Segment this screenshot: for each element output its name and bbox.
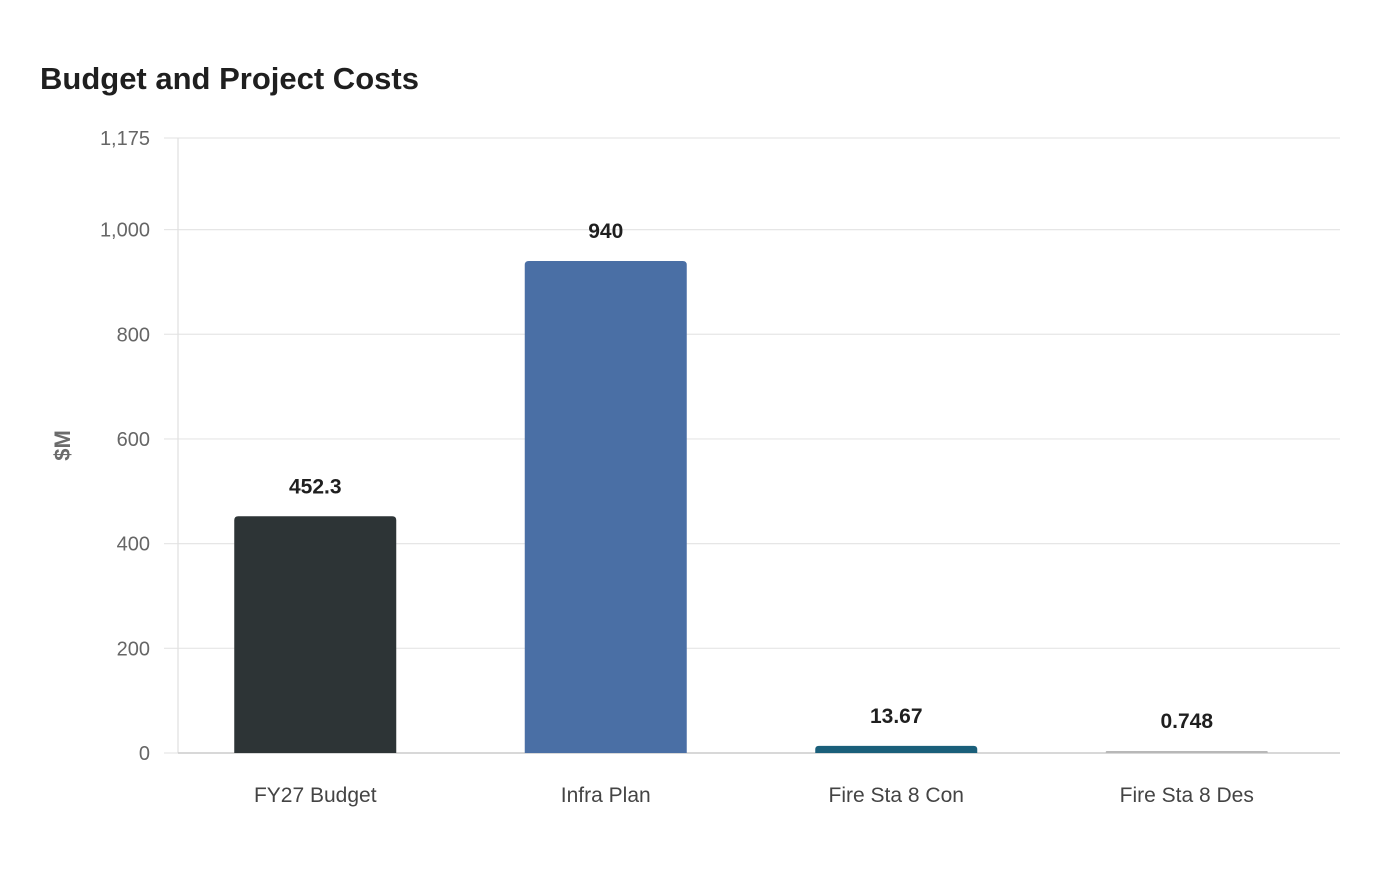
bars	[234, 261, 1268, 753]
chart-title: Budget and Project Costs	[40, 61, 419, 96]
bar-fy27-budget[interactable]	[234, 516, 397, 753]
bar-infra-plan[interactable]	[524, 261, 687, 753]
value-label: 452.3	[289, 475, 342, 498]
x-tick-label: Fire Sta 8 Des	[1120, 784, 1254, 807]
bar-fire-sta-8-con[interactable]	[815, 745, 978, 753]
y-tick-label: 0	[139, 743, 150, 765]
y-tick-labels: 0 200 400 600 800 1,000 1,175	[100, 128, 150, 765]
y-tick-label: 1,000	[100, 220, 150, 242]
y-tick-label: 600	[117, 429, 150, 451]
y-tick-label: 1,175	[100, 128, 150, 150]
value-label: 0.748	[1160, 710, 1213, 733]
y-tick-label: 800	[117, 324, 150, 346]
x-tick-label: FY27 Budget	[254, 784, 377, 807]
value-label: 940	[588, 220, 623, 243]
x-tick-label: Infra Plan	[561, 784, 651, 807]
value-labels: 452.3 940 13.67 0.748	[289, 220, 1213, 733]
value-label: 13.67	[870, 705, 923, 728]
bar-fire-sta-8-des[interactable]	[1105, 751, 1268, 753]
category-labels: FY27 Budget Infra Plan Fire Sta 8 Con Fire …	[254, 784, 1254, 807]
y-tick-label: 400	[117, 534, 150, 556]
x-tick-label: Fire Sta 8 Con	[829, 784, 964, 807]
y-tick-label: 200	[117, 638, 150, 660]
y-axis-title: $M	[50, 430, 75, 461]
